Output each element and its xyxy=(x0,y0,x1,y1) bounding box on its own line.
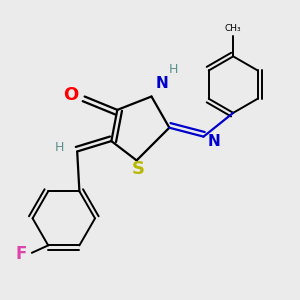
Text: H: H xyxy=(169,63,178,76)
Text: F: F xyxy=(16,245,27,263)
Text: CH₃: CH₃ xyxy=(225,24,242,33)
Text: H: H xyxy=(55,140,64,154)
Text: O: O xyxy=(64,86,79,104)
Text: S: S xyxy=(132,160,145,178)
Text: N: N xyxy=(208,134,220,148)
Text: N: N xyxy=(155,76,168,91)
